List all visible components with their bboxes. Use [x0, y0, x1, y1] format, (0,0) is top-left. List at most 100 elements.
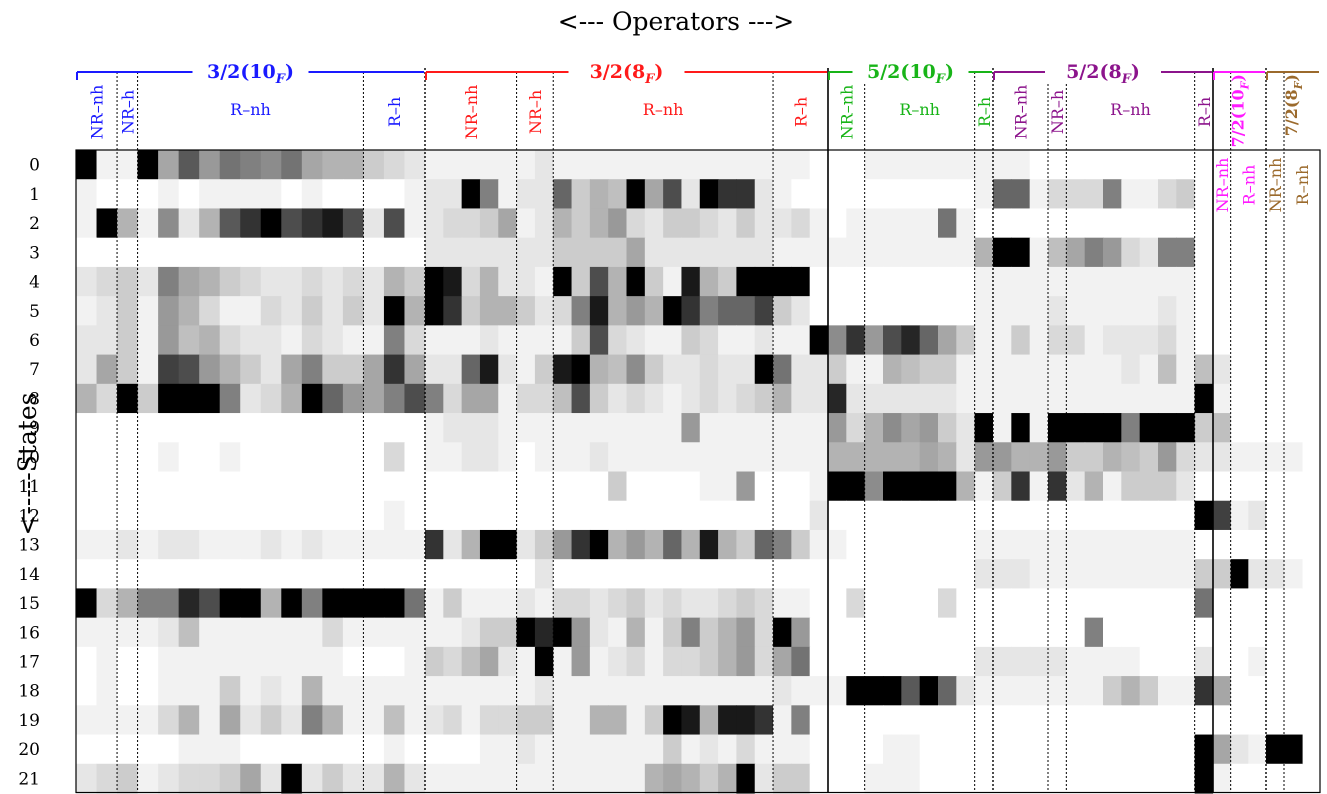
- heatmap-cell: [754, 150, 774, 180]
- subgroup-label: R–nh: [1239, 165, 1258, 206]
- heatmap-cell: [1266, 617, 1285, 648]
- heatmap-cell: [425, 325, 444, 356]
- heatmap-cell: [199, 208, 221, 239]
- heatmap-cell: [663, 529, 683, 560]
- heatmap-cell: [1248, 150, 1267, 180]
- heatmap-cell: [626, 529, 646, 560]
- heatmap-cell: [1066, 325, 1086, 356]
- heatmap-cell: [158, 705, 180, 736]
- heatmap-cell: [178, 208, 200, 239]
- heatmap-cell: [663, 237, 683, 268]
- heatmap-cell: [809, 559, 829, 590]
- heatmap-cell: [178, 763, 200, 794]
- heatmap-cell: [571, 763, 591, 794]
- heatmap-cell: [219, 442, 241, 473]
- heatmap-cell: [301, 383, 323, 414]
- heatmap-cell: [240, 208, 262, 239]
- heatmap-cell: [516, 208, 536, 239]
- heatmap-cell: [846, 471, 866, 502]
- heatmap-cell: [993, 266, 1012, 297]
- heatmap-cell: [96, 500, 118, 531]
- heatmap-cell: [363, 354, 385, 385]
- heatmap-cell: [846, 559, 866, 590]
- heatmap-cell: [901, 617, 921, 648]
- heatmap-cell: [404, 150, 426, 180]
- heatmap-cell: [443, 354, 463, 385]
- state-tick-label: 8: [29, 389, 40, 409]
- heatmap-cell: [809, 325, 829, 356]
- heatmap-cell: [571, 442, 591, 473]
- heatmap-cell: [1084, 383, 1104, 414]
- heatmap-cell: [754, 705, 774, 736]
- heatmap-cell: [219, 266, 241, 297]
- heatmap-cell: [219, 150, 241, 180]
- heatmap-cell: [608, 734, 628, 765]
- heatmap-cell: [1194, 529, 1214, 560]
- heatmap-cell: [498, 763, 518, 794]
- heatmap-cell: [1029, 588, 1049, 619]
- heatmap-cell: [1103, 237, 1122, 268]
- heatmap-cell: [1194, 208, 1214, 239]
- plot-frame: [75, 149, 1321, 794]
- heatmap-cell: [498, 179, 518, 210]
- heatmap-cell: [219, 559, 241, 590]
- heatmap-cell: [1213, 179, 1232, 210]
- heatmap-cell: [1048, 500, 1067, 531]
- heatmap-cell: [1011, 559, 1031, 590]
- heatmap-cell: [1029, 208, 1049, 239]
- heatmap-cell: [754, 763, 774, 794]
- heatmap-cell: [901, 237, 921, 268]
- heatmap-cell: [901, 676, 921, 706]
- heatmap-cell: [425, 646, 444, 677]
- heatmap-cell: [383, 150, 406, 180]
- heatmap-cell: [1011, 150, 1031, 180]
- heatmap-cell: [919, 734, 939, 765]
- heatmap-cell: [1158, 588, 1177, 619]
- heatmap-cell: [773, 325, 792, 356]
- heatmap-cell: [404, 383, 426, 414]
- heatmap-cell: [736, 559, 756, 590]
- heatmap-cell: [1176, 617, 1196, 648]
- heatmap-cell: [534, 325, 554, 356]
- heatmap-cell: [938, 179, 957, 210]
- heatmap-cell: [199, 237, 221, 268]
- heatmap-cell: [96, 325, 118, 356]
- heatmap-cell: [1194, 471, 1214, 502]
- heatmap-cell: [199, 296, 221, 326]
- heatmap-cell: [846, 442, 866, 473]
- heatmap-cell: [718, 763, 738, 794]
- heatmap-cell: [443, 646, 463, 677]
- heatmap-cell: [571, 646, 591, 677]
- heatmap-cell: [363, 179, 385, 210]
- heatmap-cell: [571, 208, 591, 239]
- heatmap-cell: [1139, 208, 1159, 239]
- heatmap-cell: [1048, 296, 1067, 326]
- heatmap-cell: [76, 500, 98, 531]
- heatmap-cell: [718, 676, 738, 706]
- heatmap-cell: [608, 179, 628, 210]
- heatmap-cell: [96, 237, 118, 268]
- state-tick-label: 3: [29, 243, 40, 263]
- heatmap-cell: [1230, 208, 1249, 239]
- heatmap-cell: [1066, 296, 1086, 326]
- state-tick-label: 17: [18, 653, 40, 673]
- heatmap-cell: [301, 150, 323, 180]
- heatmap-cell: [1029, 150, 1049, 180]
- heatmap-cell: [240, 646, 262, 677]
- heatmap-cell: [1230, 296, 1249, 326]
- heatmap-cell: [718, 471, 738, 502]
- heatmap-cell: [498, 296, 518, 326]
- heatmap-cell: [342, 588, 365, 619]
- heatmap-cell: [1266, 208, 1285, 239]
- heatmap-cell: [1121, 442, 1141, 473]
- heatmap-cell: [137, 208, 159, 239]
- heatmap-cell: [1121, 559, 1141, 590]
- subgroup-label: NR–nh: [462, 85, 481, 140]
- heatmap-cell: [864, 237, 884, 268]
- heatmap-cell: [425, 676, 444, 706]
- heatmap-cell: [1029, 325, 1049, 356]
- heatmap-cell: [363, 529, 385, 560]
- heatmap-cell: [773, 617, 792, 648]
- heatmap-cell: [1158, 179, 1177, 210]
- heatmap-cell: [681, 266, 701, 297]
